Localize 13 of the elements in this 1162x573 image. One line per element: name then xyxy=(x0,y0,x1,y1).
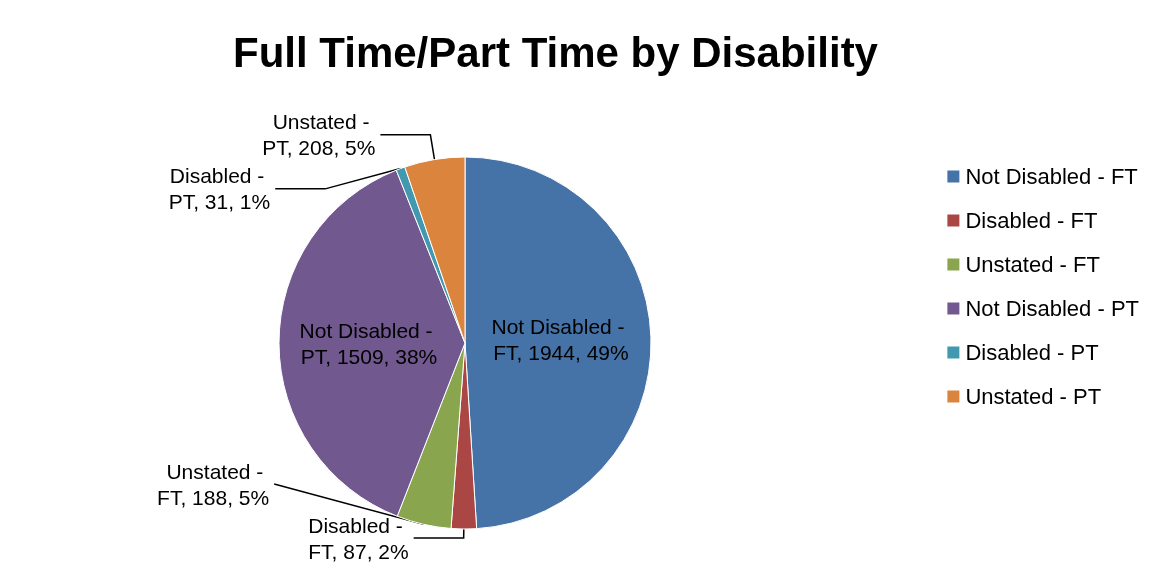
data-label: Unstated - PT, 208, 5% xyxy=(262,110,376,160)
legend-label: Disabled - FT xyxy=(965,208,1098,233)
legend-label: Not Disabled - FT xyxy=(965,164,1138,189)
legend-label: Unstated - FT xyxy=(965,252,1100,277)
data-label: Disabled - PT, 31, 1% xyxy=(168,164,271,214)
chart-title: Full Time/Part Time by Disability xyxy=(233,28,879,76)
legend-label: Not Disabled - PT xyxy=(965,296,1140,321)
data-label: Not Disabled - FT, 1944, 49% xyxy=(491,315,631,365)
data-label: Disabled - FT, 87, 2% xyxy=(308,513,409,563)
legend-label: Disabled - PT xyxy=(965,340,1099,365)
data-label: Unstated - FT, 188, 5% xyxy=(157,459,270,509)
legend-label: Unstated - PT xyxy=(965,384,1102,409)
data-label: Not Disabled - PT, 1509, 38% xyxy=(299,318,439,368)
